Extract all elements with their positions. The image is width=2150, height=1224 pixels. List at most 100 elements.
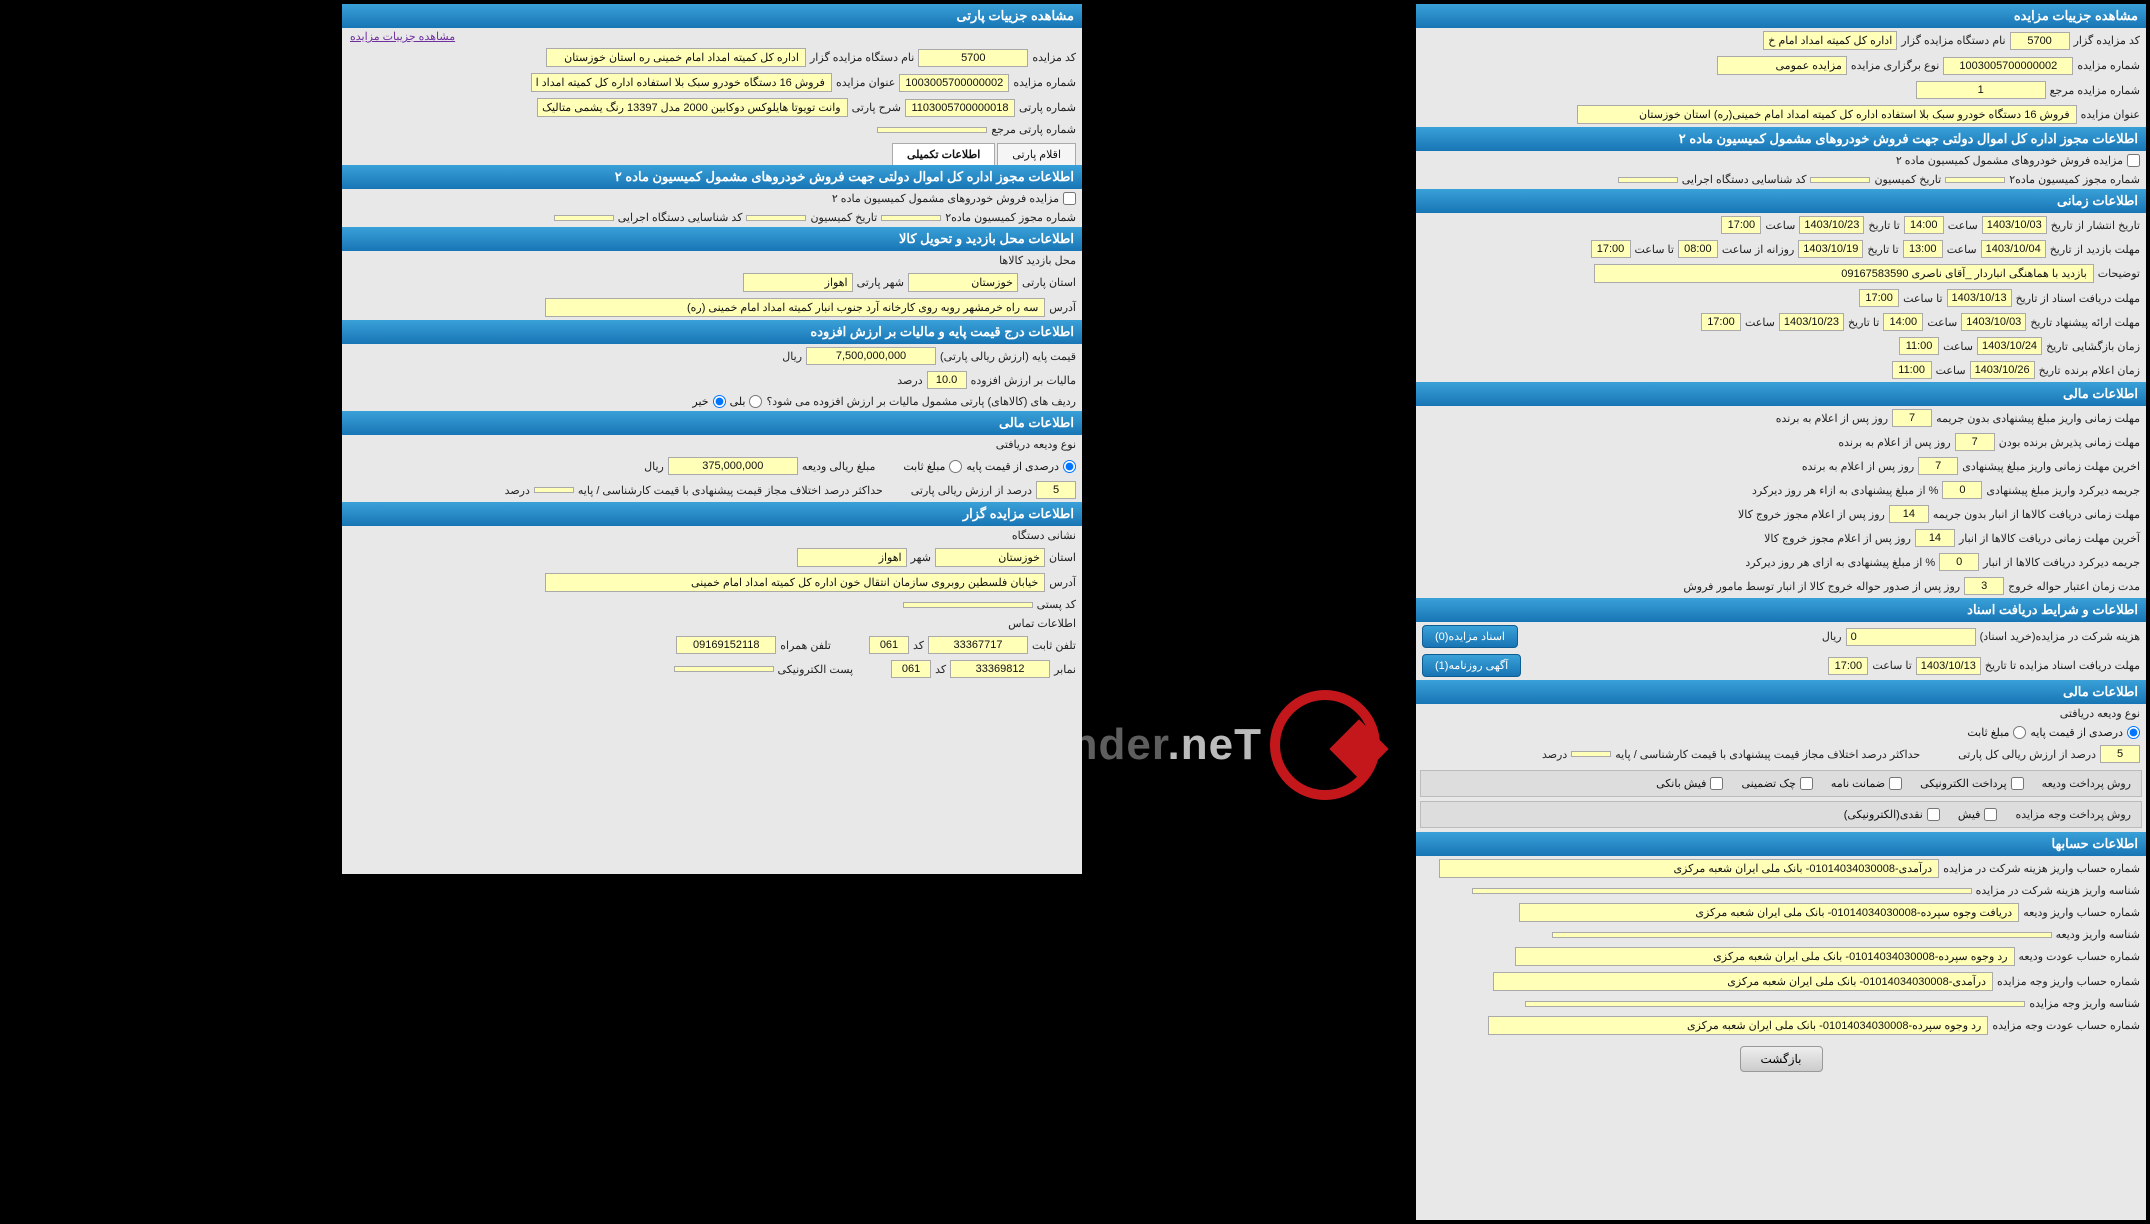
fld: 1403/10/03 — [1982, 216, 2047, 234]
lbl: تا ساعت — [1872, 659, 1911, 672]
fld: خوزستان — [908, 273, 1018, 292]
fld: 061 — [891, 660, 931, 678]
lbl: روز پس از اعلام مجوز خروج کالا — [1738, 508, 1885, 521]
lbl: تلفن همراه — [780, 639, 831, 652]
lbl: مهلت زمانی واریز مبلغ پیشنهادی بدون جریم… — [1936, 412, 2140, 425]
lbl: روز پس از اعلام به برنده — [1776, 412, 1888, 425]
title-accounts: اطلاعات حسابها — [1416, 832, 2146, 856]
chk-check[interactable]: چک تضمینی — [1741, 777, 1812, 790]
chk-commission-l[interactable] — [1063, 192, 1076, 205]
lbl: درصد — [897, 374, 922, 387]
lbl: مالیات بر ارزش افزوده — [971, 374, 1076, 387]
fld: 08:00 — [1678, 240, 1718, 258]
lbl: تاریخ انتشار از تاریخ — [2051, 219, 2140, 232]
tab-additional-info[interactable]: اطلاعات تکمیلی — [892, 143, 995, 165]
fld — [1525, 1001, 2025, 1007]
lbl: عنوان مزایده — [2081, 108, 2140, 121]
fld: 17:00 — [1701, 313, 1741, 331]
lbl: مزایده فروش خودروهای مشمول کمیسیون ماده … — [1896, 154, 2123, 167]
lbl: ساعت — [1927, 316, 1957, 329]
lbl: محل بازدید کالاها — [999, 254, 1076, 267]
lbl: شرح پارتی — [852, 101, 901, 114]
lbl: آدرس — [1049, 576, 1076, 589]
lbl: ساعت — [1936, 364, 1966, 377]
fld: 0 — [1846, 628, 1976, 646]
fld-phone: 33367717 — [928, 636, 1028, 654]
chk-cash[interactable]: نقدی(الکترونیکی) — [1844, 808, 1940, 821]
lbl: ساعت — [1948, 219, 1978, 232]
fld: 0 — [1939, 553, 1979, 571]
lbl: مهلت زمانی دریافت کالاها از انبار بدون ج… — [1933, 508, 2140, 521]
btn-newspaper-ad[interactable]: آگهی روزنامه(1) — [1422, 654, 1521, 677]
lbl: قیمت پایه (ارزش ریالی پارتی) — [940, 350, 1076, 363]
fld-email — [674, 666, 774, 672]
fld: 1403/10/04 — [1981, 240, 2046, 258]
lbl: مهلت ارائه پیشنهاد تاریخ — [2030, 316, 2140, 329]
fld: رد وجوه سپرده-01014034030008- بانک ملی ا… — [1488, 1016, 1988, 1035]
lbl: ساعت — [1745, 316, 1775, 329]
fld: سه راه خرمشهر روبه روی کارخانه آرد جنوب … — [545, 298, 1045, 317]
lbl: حداکثر درصد اختلاف مجاز قیمت پیشنهادی با… — [578, 484, 883, 497]
fld: 5 — [1036, 481, 1076, 499]
lbl: درصد — [505, 484, 530, 497]
lbl: عنوان مزایده — [836, 76, 895, 89]
link-auction-details[interactable]: مشاهده جزییات مزایده — [342, 28, 1082, 45]
fld: 17:00 — [1859, 289, 1899, 307]
fld — [1945, 177, 2005, 183]
lbl: روزانه از ساعت — [1722, 243, 1794, 256]
lbl: شناسه واریز وجه مزایده — [2029, 997, 2140, 1010]
fld: اداره کل کمیته امداد امام خمینی ره استان… — [546, 48, 806, 67]
fld — [881, 215, 941, 221]
lbl: شماره مزایده — [1013, 76, 1076, 89]
deposit-method-group: روش پرداخت ودیعهپرداخت الکترونیکیضمانت ن… — [1420, 770, 2142, 797]
fld — [1810, 177, 1870, 183]
lbl: توضیحات — [2098, 267, 2140, 280]
lbl: مزایده فروش خودروهای مشمول کمیسیون ماده … — [832, 192, 1059, 205]
title-party: مشاهده جزییات پارتی — [342, 4, 1082, 28]
fld: درآمدی-01014034030008- بانک ملی ایران شع… — [1493, 972, 1993, 991]
fld: 17:00 — [1591, 240, 1631, 258]
party-details-pane: مشاهده جزییات پارتی مشاهده جزییات مزایده… — [342, 4, 1082, 874]
lbl: اطلاعات تماس — [1008, 617, 1076, 630]
chk-epay[interactable]: پرداخت الکترونیکی — [1920, 777, 2024, 790]
fld-notes: بازدید با هماهنگی انباردار _آقای ناصری 0… — [1594, 264, 2094, 283]
radio-percent-l[interactable]: درصدی از قیمت پایه — [966, 460, 1076, 473]
btn-auction-docs[interactable]: اسناد مزایده(0) — [1422, 625, 1518, 648]
lbl: تا ساعت — [1635, 243, 1674, 256]
fld: دریافت وجوه سپرده-01014034030008- بانک م… — [1519, 903, 2019, 922]
fld: 1403/10/13 — [1916, 657, 1981, 675]
lbl: تاریخ — [2046, 340, 2068, 353]
tab-party-items[interactable]: اقلام پارتی — [997, 143, 1076, 165]
radio-no[interactable]: خیر — [692, 395, 725, 408]
lbl: تا تاریخ — [1848, 316, 1879, 329]
back-button[interactable]: بازگشت — [1740, 1046, 1823, 1072]
fld-code: 5700 — [2010, 32, 2070, 50]
chk-guarantee[interactable]: ضمانت نامه — [1831, 777, 1902, 790]
chk-fish[interactable]: فیش — [1958, 808, 1998, 821]
fld — [534, 487, 574, 493]
chk-slip[interactable]: فیش بانکی — [1656, 777, 1723, 790]
fld — [903, 602, 1033, 608]
lbl: هزینه شرکت در مزایده(خرید اسناد) — [1980, 630, 2140, 643]
lbl: کد پستی — [1037, 598, 1076, 611]
radio-percent[interactable]: درصدی از قیمت پایه — [2030, 726, 2140, 739]
fld: 14:00 — [1883, 313, 1923, 331]
fld: 14:00 — [1904, 216, 1944, 234]
lbl: نمابر — [1054, 663, 1076, 676]
lbl: شماره پارتی مرجع — [991, 123, 1076, 136]
lbl: مهلت زمانی پذیرش برنده بودن — [1999, 436, 2140, 449]
lbl: کد مزایده — [1032, 51, 1076, 64]
lbl: مهلت دریافت اسناد از تاریخ — [2016, 292, 2140, 305]
radio-fixed[interactable]: مبلغ ثابت — [1967, 726, 2026, 739]
chk-commission[interactable] — [2127, 154, 2140, 167]
fld-mobile: 09169152118 — [676, 636, 776, 654]
title-auction-details: مشاهده جزییات مزایده — [1416, 4, 2146, 28]
lbl: شهر — [911, 551, 931, 564]
lbl: روز پس از صدور حواله خروج کالا از انبار … — [1683, 580, 1960, 593]
lbl: ساعت — [1947, 243, 1977, 256]
lbl: ریال — [644, 460, 664, 473]
radio-yes[interactable]: بلی — [730, 395, 763, 408]
fld: 1403/10/24 — [1977, 337, 2042, 355]
radio-fixed-l[interactable]: مبلغ ثابت — [903, 460, 962, 473]
lbl: نوع ودیعه دریافتی — [996, 438, 1076, 451]
